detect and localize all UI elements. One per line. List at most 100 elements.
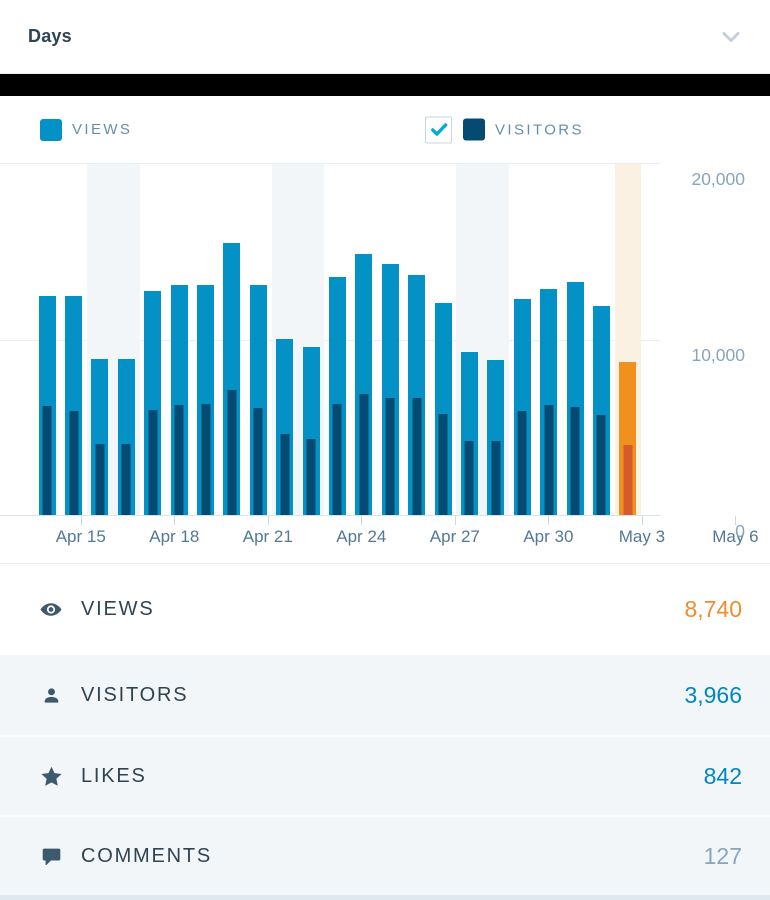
views-bar[interactable]: [117, 358, 135, 515]
views-bar[interactable]: [381, 264, 399, 515]
x-axis-tick: [735, 516, 737, 525]
views-bar[interactable]: [197, 285, 215, 515]
summary-row-comments[interactable]: COMMENTS 127: [0, 815, 770, 895]
summary-row-label: VIEWS: [81, 598, 155, 620]
visitors-checkbox[interactable]: [425, 116, 452, 143]
views-bar[interactable]: [592, 306, 610, 515]
summary-row-value: 842: [703, 762, 742, 789]
visitors-bar: [412, 398, 422, 515]
visitors-bar: [544, 405, 554, 515]
y-axis-label-20000: 20,000: [691, 169, 745, 189]
chart-bar-group[interactable]: [509, 164, 535, 515]
chart-bar-group[interactable]: [271, 164, 298, 515]
chart-bar-group[interactable]: [535, 164, 561, 515]
visitors-bar: [306, 438, 316, 515]
visitors-bar: [438, 414, 448, 515]
chart-cells: [34, 164, 641, 515]
comment-icon: [38, 843, 64, 869]
x-axis-label: Apr 15: [55, 527, 106, 546]
summary-list: VIEWS 8,740 VISITORS 3,966 LIKES 842: [0, 563, 770, 895]
views-bar[interactable]: [91, 358, 109, 515]
views-bar[interactable]: [38, 295, 56, 515]
chart-bar-group[interactable]: [324, 164, 350, 515]
chart-bar-group[interactable]: [219, 164, 245, 515]
summary-row-value: 8,740: [684, 596, 742, 622]
views-bar[interactable]: [144, 291, 162, 515]
chart-bar-group[interactable]: [456, 164, 483, 515]
x-axis-label: Apr 21: [242, 527, 293, 546]
visitors-bar: [253, 407, 263, 515]
summary-row-value: 127: [703, 842, 742, 869]
views-bar[interactable]: [619, 361, 637, 515]
views-bar[interactable]: [434, 302, 452, 515]
x-axis-label: Apr 30: [523, 527, 574, 546]
chart-bar-group[interactable]: [430, 164, 456, 515]
views-bar[interactable]: [276, 338, 294, 515]
chart-bar-group[interactable]: [482, 164, 510, 515]
legend-visitors[interactable]: VISITORS: [425, 116, 584, 143]
chart-bar-group[interactable]: [297, 164, 325, 515]
x-axis-tick: [267, 516, 269, 525]
x-axis-tick: [548, 516, 550, 525]
summary-row-likes[interactable]: LIKES 842: [0, 735, 770, 815]
chart-bar-group[interactable]: [113, 164, 140, 515]
eye-icon: [38, 597, 64, 623]
chevron-down-icon[interactable]: [718, 24, 744, 50]
masthead-bar: [0, 74, 770, 96]
chart-bar-group[interactable]: [351, 164, 377, 515]
views-bar[interactable]: [223, 242, 241, 515]
visitors-bar: [385, 398, 395, 515]
chart-bar-group[interactable]: [192, 164, 218, 515]
period-header[interactable]: Days: [0, 0, 770, 74]
views-bar[interactable]: [355, 253, 373, 515]
chart-x-axis: Apr 15 Apr 18 Apr 21 Apr 24 Apr 27 Apr 30 May …: [34, 516, 759, 563]
summary-row-visitors[interactable]: VISITORS 3,966: [0, 655, 770, 735]
x-axis-label: Apr 18: [149, 527, 200, 546]
views-bar[interactable]: [328, 277, 346, 515]
visitors-bar: [227, 390, 237, 515]
views-bar[interactable]: [566, 282, 584, 515]
chart-bar-group[interactable]: [166, 164, 192, 515]
chart-bar-group[interactable]: [562, 164, 588, 515]
x-axis-label: May 6: [712, 527, 759, 546]
views-bar[interactable]: [408, 274, 426, 515]
chart-bar-group[interactable]: [588, 164, 614, 515]
views-swatch: [40, 118, 62, 141]
x-axis-tick: [174, 516, 176, 525]
chart-bar-group[interactable]: [403, 164, 429, 515]
visitors-bar: [121, 443, 131, 515]
x-axis-tick: [641, 516, 643, 525]
views-bar[interactable]: [170, 285, 188, 515]
views-bar[interactable]: [65, 295, 83, 515]
summary-row-views[interactable]: VIEWS 8,740: [0, 563, 770, 655]
views-bar[interactable]: [513, 299, 531, 515]
views-bar[interactable]: [460, 351, 478, 515]
star-icon: [38, 763, 64, 789]
chart-bar-group[interactable]: [34, 164, 60, 515]
visitors-bar: [332, 403, 342, 515]
x-axis-tick: [454, 516, 456, 525]
person-icon: [38, 682, 64, 708]
summary-row-label: LIKES: [81, 764, 147, 787]
chart-bar-group[interactable]: [614, 164, 641, 515]
chart-bar-group[interactable]: [140, 164, 166, 515]
views-bar[interactable]: [487, 359, 505, 515]
x-axis-label: Apr 27: [429, 527, 480, 546]
chart-bar-group[interactable]: [86, 164, 114, 515]
visitors-swatch: [463, 118, 485, 141]
visitors-bar: [174, 405, 184, 515]
x-axis-label: May 3: [618, 527, 666, 546]
y-axis-label-10000: 10,000: [691, 345, 745, 365]
x-axis-tick: [361, 516, 363, 525]
views-bar[interactable]: [249, 285, 267, 515]
chart-bar-group[interactable]: [60, 164, 86, 515]
visitors-bar: [42, 406, 52, 515]
visitors-bar: [201, 404, 211, 515]
summary-row-value: 3,966: [684, 681, 742, 708]
chart-bar-group[interactable]: [377, 164, 403, 515]
views-bar[interactable]: [302, 347, 320, 515]
visitors-bar: [69, 411, 79, 515]
visitors-bar: [623, 445, 633, 515]
views-bar[interactable]: [540, 288, 558, 515]
chart-bar-group[interactable]: [245, 164, 271, 515]
